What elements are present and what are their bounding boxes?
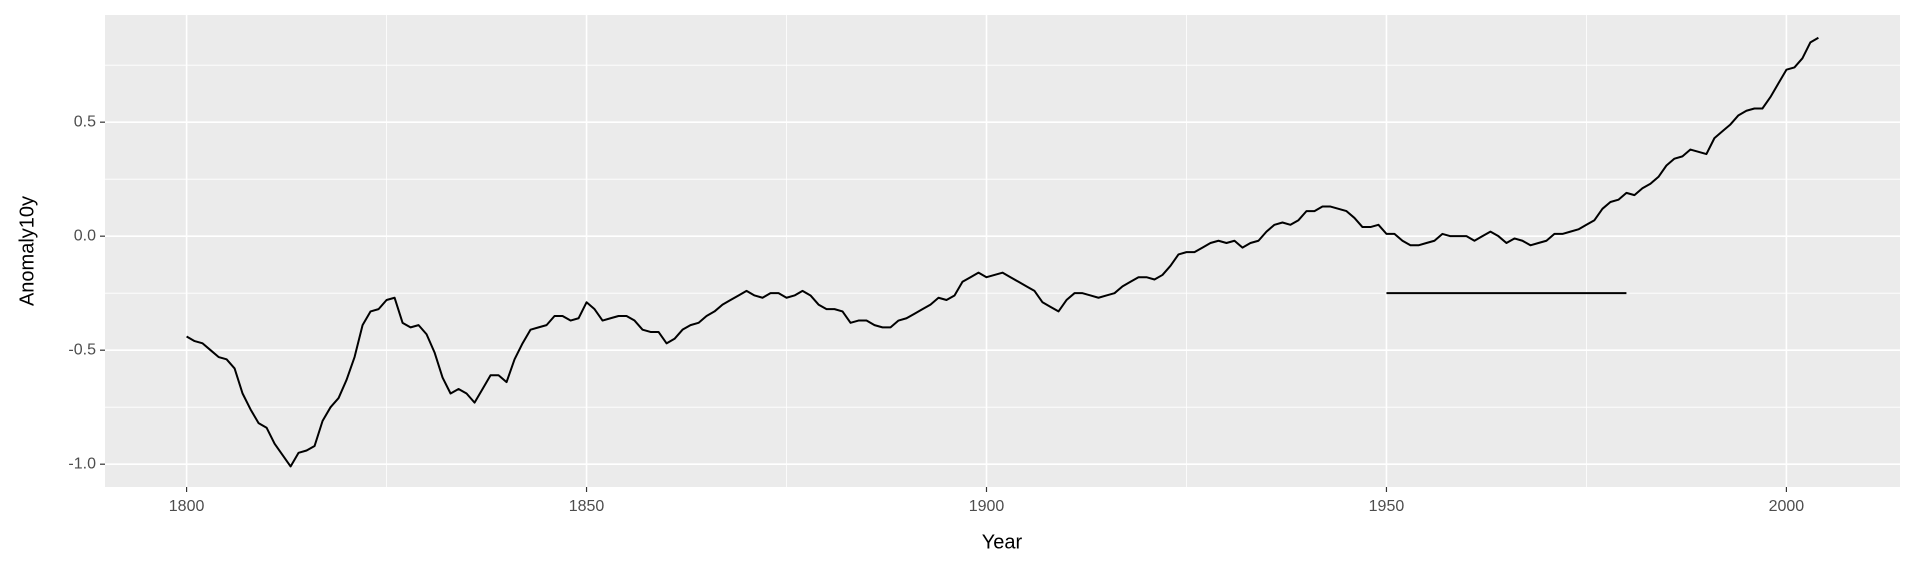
data-line bbox=[186, 36, 1819, 468]
y-tick-label: -1.0 bbox=[68, 455, 96, 472]
x-tick-label: 1950 bbox=[1369, 498, 1405, 515]
y-tick-label: 0.0 bbox=[74, 227, 96, 244]
panel-background bbox=[105, 15, 1900, 487]
y-tick-label: -0.5 bbox=[68, 341, 96, 358]
y-tick-label: 0.5 bbox=[74, 113, 96, 130]
x-axis-title: Year bbox=[982, 531, 1023, 553]
x-tick-label: 1850 bbox=[569, 498, 605, 515]
x-tick-label: 2000 bbox=[1769, 498, 1805, 515]
x-tick-label: 1900 bbox=[969, 498, 1005, 515]
y-axis-title: Anomaly10y bbox=[16, 196, 38, 306]
x-tick-label: 1800 bbox=[169, 498, 205, 515]
